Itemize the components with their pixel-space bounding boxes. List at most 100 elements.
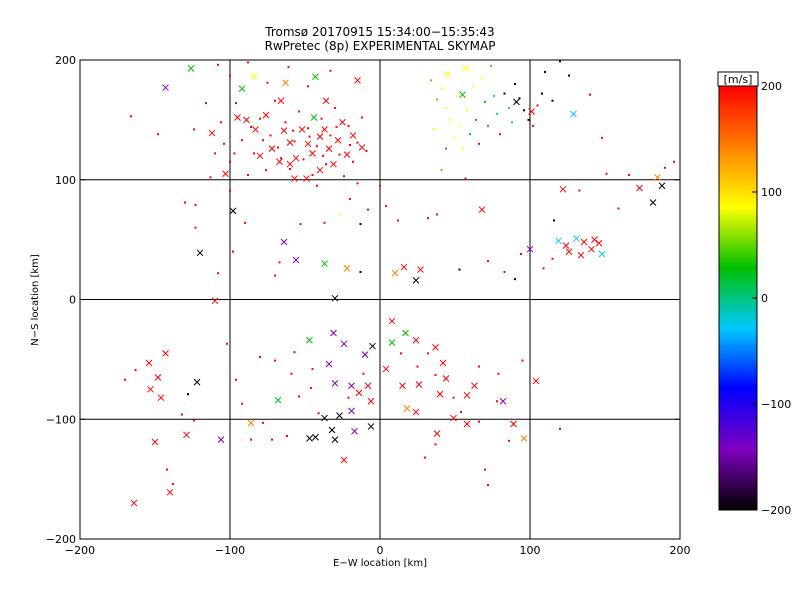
data-point-cross-111 xyxy=(399,382,406,390)
data-point-dot-250 xyxy=(209,176,212,179)
data-point-dot-285 xyxy=(518,97,521,100)
data-point-dot-271 xyxy=(472,85,474,88)
data-point-dot-282 xyxy=(508,106,510,109)
data-point-cross-122 xyxy=(463,420,471,428)
data-point-dot-173 xyxy=(274,359,276,362)
data-point-cross-27 xyxy=(322,97,330,105)
data-point-cross-64 xyxy=(588,245,595,253)
data-point-cross-91 xyxy=(348,382,355,390)
data-point-dot-197 xyxy=(484,468,486,471)
data-point-cross-3 xyxy=(250,73,258,81)
data-point-cross-4 xyxy=(282,79,289,87)
data-point-dot-278 xyxy=(493,94,495,97)
data-point-dot-251 xyxy=(233,152,236,155)
data-point-dot-155 xyxy=(605,172,608,175)
data-point-cross-86 xyxy=(306,336,313,344)
data-point-dot-151 xyxy=(551,257,554,260)
data-point-dot-279 xyxy=(496,112,498,115)
data-point-cross-9 xyxy=(252,126,259,133)
axis-ticks: −200 −100 0 100 200 −200 −100 0 100 200 xyxy=(46,54,691,557)
data-point-cross-94 xyxy=(367,397,375,405)
data-point-dot-165 xyxy=(217,272,219,275)
colorbar-label: [m/s] xyxy=(724,73,753,86)
data-point-cross-125 xyxy=(510,420,517,428)
data-point-cross-52 xyxy=(292,256,300,264)
data-point-dot-162 xyxy=(229,189,231,192)
data-point-cross-123 xyxy=(412,408,420,416)
data-point-dot-292 xyxy=(551,99,554,102)
data-point-cross-38 xyxy=(528,108,535,115)
data-point-dot-157 xyxy=(664,166,666,169)
data-point-cross-32 xyxy=(234,114,241,121)
data-point-dot-137 xyxy=(367,208,369,211)
data-point-dot-226 xyxy=(293,140,296,143)
data-point-cross-49 xyxy=(478,206,486,214)
data-point-cross-23 xyxy=(339,118,346,126)
data-point-dot-215 xyxy=(235,102,237,105)
data-point-dot-167 xyxy=(134,369,137,372)
data-point-dot-297 xyxy=(445,147,447,150)
data-point-dot-189 xyxy=(434,373,437,376)
data-point-dot-187 xyxy=(416,365,419,368)
data-point-cross-30 xyxy=(208,129,216,137)
data-point-cross-69 xyxy=(555,237,562,245)
data-point-dot-286 xyxy=(523,109,525,112)
data-point-dot-246 xyxy=(266,81,269,84)
data-point-dot-140 xyxy=(385,205,387,208)
data-point-dot-176 xyxy=(310,387,312,390)
data-point-dot-274 xyxy=(481,76,483,79)
data-point-cross-102 xyxy=(351,427,358,435)
data-point-cross-63 xyxy=(580,238,588,246)
data-point-cross-57 xyxy=(417,266,424,273)
data-point-dot-172 xyxy=(259,355,261,358)
data-point-cross-124 xyxy=(403,405,411,412)
data-point-cross-42 xyxy=(462,65,469,72)
data-point-cross-22 xyxy=(334,136,342,144)
data-point-dot-244 xyxy=(229,74,231,77)
data-point-dot-270 xyxy=(469,133,471,136)
data-point-dot-268 xyxy=(461,147,464,150)
data-point-dot-256 xyxy=(308,135,311,138)
data-point-dot-242 xyxy=(365,150,368,153)
data-point-dot-159 xyxy=(194,203,197,206)
data-point-cross-116 xyxy=(442,375,450,382)
data-point-dot-211 xyxy=(214,152,216,155)
data-point-dot-180 xyxy=(347,396,350,399)
data-point-cross-13 xyxy=(286,139,294,146)
data-point-cross-127 xyxy=(520,435,528,442)
data-point-cross-79 xyxy=(166,488,174,496)
data-point-cross-33 xyxy=(358,144,366,151)
data-point-dot-200 xyxy=(434,443,437,446)
data-point-cross-25 xyxy=(349,132,357,139)
data-point-cross-68 xyxy=(598,250,606,258)
data-point-dot-153 xyxy=(578,189,581,192)
data-point-cross-14 xyxy=(292,154,300,162)
data-point-dot-298 xyxy=(440,169,443,172)
data-point-cross-78 xyxy=(193,378,201,386)
data-point-dot-300 xyxy=(433,128,435,131)
data-point-dot-234 xyxy=(329,134,332,137)
data-point-cross-89 xyxy=(325,360,333,368)
data-point-dot-198 xyxy=(487,484,489,487)
data-point-cross-119 xyxy=(471,382,478,390)
data-point-cross-43 xyxy=(570,110,577,118)
data-point-cross-41 xyxy=(444,71,451,78)
data-point-cross-18 xyxy=(316,133,324,140)
data-point-cross-47 xyxy=(658,182,666,190)
data-point-cross-77 xyxy=(157,394,165,402)
data-point-dot-287 xyxy=(527,118,530,121)
data-point-cross-120 xyxy=(450,414,457,422)
data-point-dot-294 xyxy=(568,74,570,77)
data-point-cross-76 xyxy=(147,385,154,393)
data-point-dot-191 xyxy=(460,411,462,414)
data-point-cross-37 xyxy=(303,175,310,182)
data-point-cross-8 xyxy=(243,116,250,124)
data-point-dot-169 xyxy=(226,342,228,345)
data-point-cross-35 xyxy=(256,152,264,160)
data-point-dot-139 xyxy=(359,223,362,226)
data-point-cross-82 xyxy=(183,431,190,439)
data-point-cross-105 xyxy=(361,351,369,358)
data-point-dot-166 xyxy=(124,378,126,381)
data-point-dot-175 xyxy=(311,367,314,370)
